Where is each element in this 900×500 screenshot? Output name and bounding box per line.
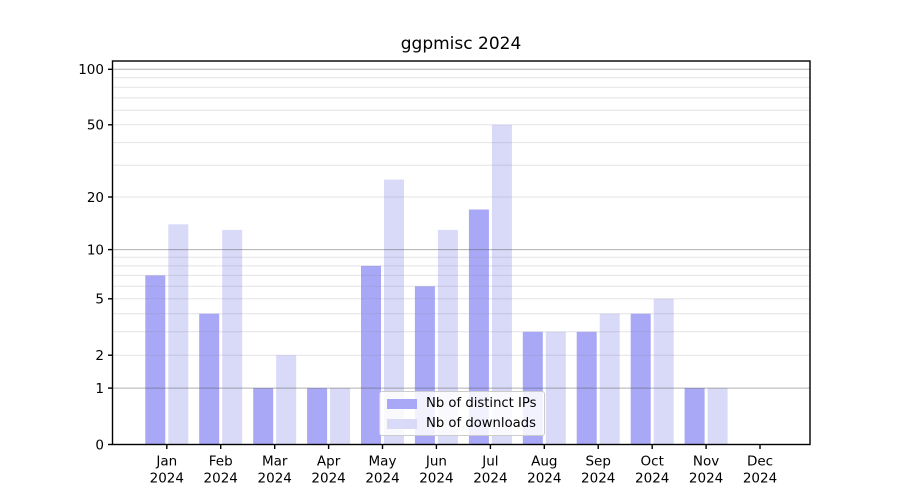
- bar-downloads-jun: [437, 229, 458, 445]
- legend-item-distinct-ips: Nb of distinct IPs: [387, 395, 544, 412]
- x-tick-label-apr: Apr 2024: [311, 454, 345, 487]
- y-tick-label: 5: [95, 292, 104, 308]
- y-tick-label: 2: [95, 348, 104, 364]
- bar-downloads-apr: [330, 388, 351, 445]
- bar-downloads-feb: [222, 229, 243, 445]
- x-tick-label-aug: Aug 2024: [527, 454, 561, 487]
- bar-distinct-ips-mar: [253, 388, 274, 445]
- x-tick-label-may: May 2024: [365, 454, 399, 487]
- y-tick-label: 50: [87, 118, 104, 134]
- y-tick-label: 10: [87, 242, 104, 258]
- bar-distinct-ips-jul: [468, 209, 489, 445]
- x-tick-label-dec: Dec 2024: [743, 454, 777, 487]
- bar-distinct-ips-nov: [684, 388, 705, 445]
- bar-downloads-jul: [491, 124, 512, 445]
- bar-downloads-nov: [707, 388, 728, 445]
- x-tick-label-mar: Mar 2024: [258, 454, 292, 487]
- plot-border: [111, 60, 811, 446]
- bar-downloads-aug: [545, 331, 566, 445]
- legend-label-distinct-ips: Nb of distinct IPs: [426, 396, 537, 411]
- bar-distinct-ips-oct: [630, 313, 651, 445]
- x-tick-label-jun: Jun 2024: [419, 454, 453, 487]
- x-tick-label-nov: Nov 2024: [689, 454, 723, 487]
- y-tick-label: 100: [78, 62, 104, 78]
- bar-downloads-sep: [599, 313, 620, 445]
- y-tick-label: 1: [95, 381, 104, 397]
- legend-swatch-distinct-ips: [387, 398, 417, 409]
- x-tick-label-feb: Feb 2024: [204, 454, 238, 487]
- bar-distinct-ips-sep: [576, 331, 597, 445]
- bar-downloads-mar: [276, 355, 297, 445]
- y-tick-label: 20: [87, 190, 104, 206]
- bar-distinct-ips-may: [361, 265, 381, 445]
- x-tick-label-jul: Jul 2024: [473, 454, 507, 487]
- bar-distinct-ips-apr: [307, 388, 328, 445]
- y-tick-label: 0: [95, 437, 104, 453]
- bar-distinct-ips-jan: [145, 275, 166, 445]
- bar-downloads-jan: [168, 224, 189, 445]
- legend-label-downloads: Nb of downloads: [426, 416, 536, 431]
- legend: Nb of distinct IPs Nb of downloads: [379, 391, 545, 436]
- x-tick-label-sep: Sep 2024: [581, 454, 615, 487]
- legend-item-downloads: Nb of downloads: [387, 415, 544, 432]
- x-tick-label-oct: Oct 2024: [635, 454, 669, 487]
- chart-title: ggpmisc 2024: [400, 34, 522, 54]
- bar-downloads-oct: [653, 298, 674, 445]
- legend-swatch-downloads: [387, 418, 417, 429]
- bar-distinct-ips-feb: [199, 313, 220, 445]
- x-tick-label-jan: Jan 2024: [150, 454, 184, 487]
- bar-downloads-may: [384, 179, 404, 445]
